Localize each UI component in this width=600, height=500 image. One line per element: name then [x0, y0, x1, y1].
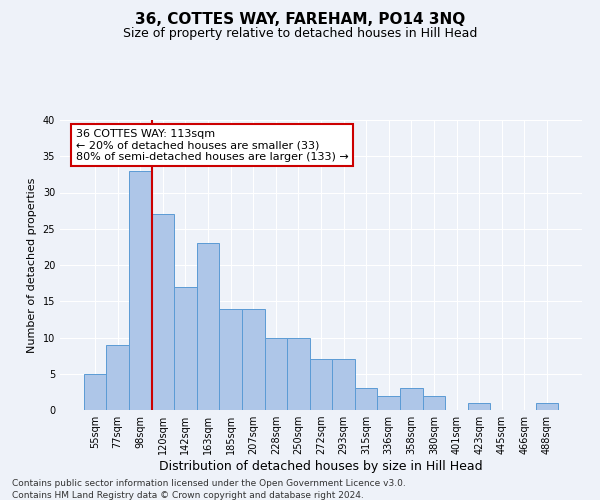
Text: Contains HM Land Registry data © Crown copyright and database right 2024.: Contains HM Land Registry data © Crown c… [12, 490, 364, 500]
Bar [400, 388, 422, 410]
Bar [242, 308, 265, 410]
Bar [174, 287, 197, 410]
Bar [106, 345, 129, 410]
Text: 36, COTTES WAY, FAREHAM, PO14 3NQ: 36, COTTES WAY, FAREHAM, PO14 3NQ [135, 12, 465, 28]
Bar [377, 396, 400, 410]
Text: Contains public sector information licensed under the Open Government Licence v3: Contains public sector information licen… [12, 480, 406, 488]
Bar [355, 388, 377, 410]
Text: 36 COTTES WAY: 113sqm
← 20% of detached houses are smaller (33)
80% of semi-deta: 36 COTTES WAY: 113sqm ← 20% of detached … [76, 128, 349, 162]
Text: Size of property relative to detached houses in Hill Head: Size of property relative to detached ho… [123, 28, 477, 40]
Bar [152, 214, 174, 410]
X-axis label: Distribution of detached houses by size in Hill Head: Distribution of detached houses by size … [159, 460, 483, 473]
Bar [310, 359, 332, 410]
Bar [84, 374, 106, 410]
Y-axis label: Number of detached properties: Number of detached properties [27, 178, 37, 352]
Bar [197, 244, 220, 410]
Bar [265, 338, 287, 410]
Bar [536, 403, 558, 410]
Bar [220, 308, 242, 410]
Bar [287, 338, 310, 410]
Bar [332, 359, 355, 410]
Bar [468, 403, 490, 410]
Bar [129, 171, 152, 410]
Bar [422, 396, 445, 410]
